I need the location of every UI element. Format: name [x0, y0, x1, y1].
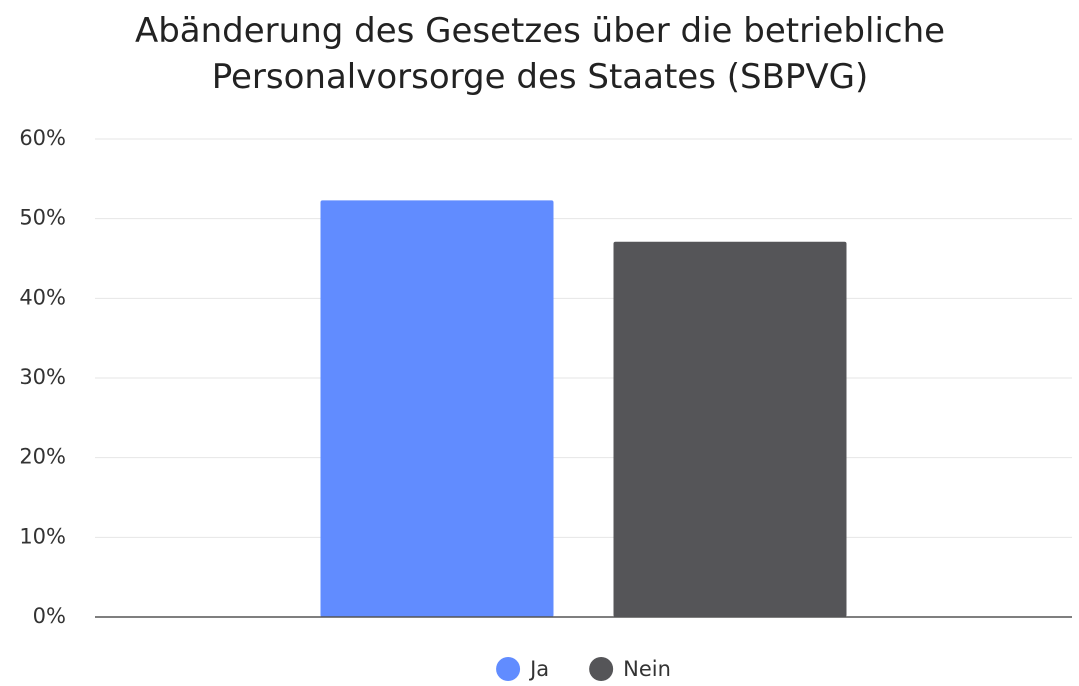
legend-label: Ja: [528, 657, 549, 681]
bar: [613, 241, 847, 617]
legend-label: Nein: [623, 657, 671, 681]
y-tick-label: 30%: [19, 365, 66, 389]
y-tick-label: 60%: [19, 126, 66, 150]
bar: [320, 200, 554, 618]
chart-title: Abänderung des Gesetzes über die betrieb…: [134, 11, 946, 97]
legend-marker: [496, 657, 521, 681]
y-tick-label: 20%: [19, 445, 66, 469]
y-tick-label: 0%: [33, 604, 66, 628]
y-tick-label: 50%: [19, 206, 66, 230]
y-tick-label: 10%: [19, 524, 66, 548]
y-tick-label: 40%: [19, 285, 66, 309]
legend-marker: [589, 657, 614, 681]
